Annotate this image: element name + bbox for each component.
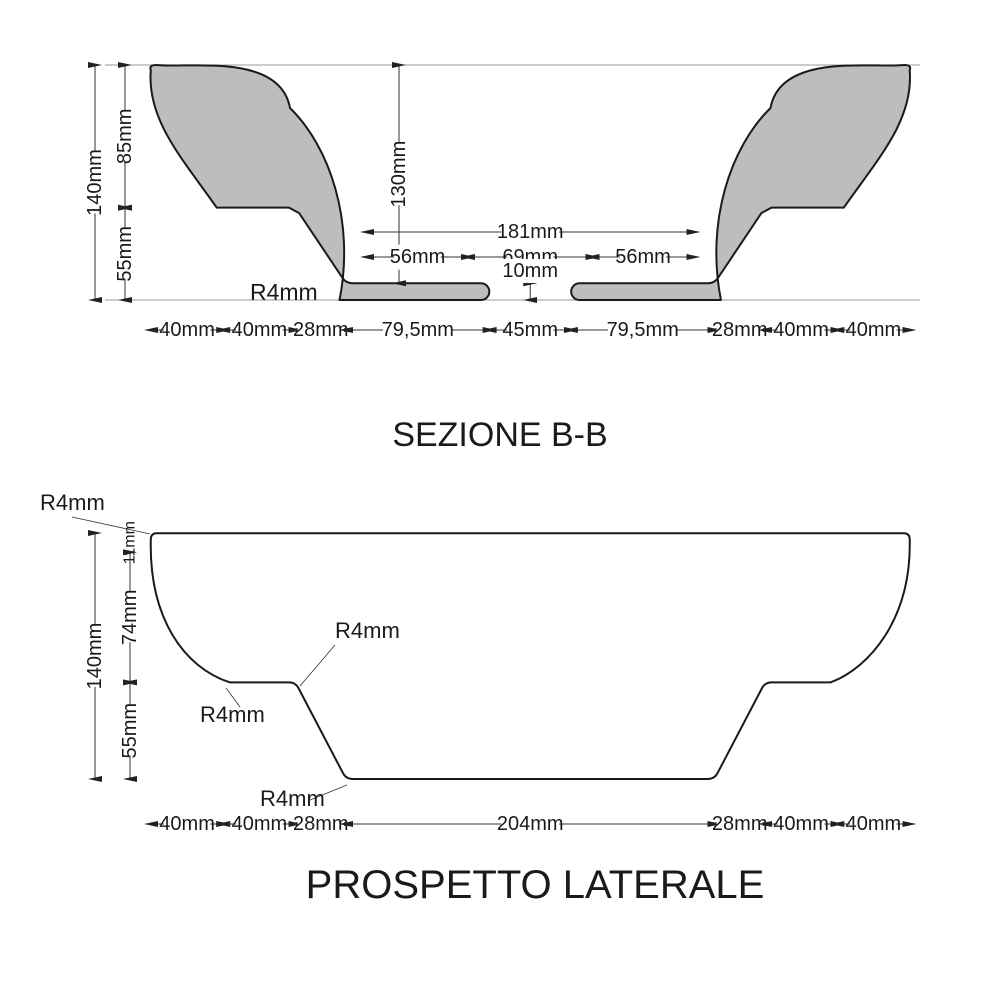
svg-text:85mm: 85mm — [114, 109, 136, 165]
svg-text:28mm: 28mm — [293, 319, 349, 341]
svg-text:40mm: 40mm — [159, 319, 215, 341]
svg-text:204mm: 204mm — [497, 813, 564, 835]
svg-text:56mm: 56mm — [615, 246, 671, 268]
svg-text:79,5mm: 79,5mm — [382, 319, 454, 341]
svg-text:79,5mm: 79,5mm — [607, 319, 679, 341]
svg-text:R4mm: R4mm — [200, 702, 265, 727]
svg-text:R4mm: R4mm — [40, 490, 105, 515]
svg-text:PROSPETTO LATERALE: PROSPETTO LATERALE — [306, 863, 765, 907]
svg-text:74mm: 74mm — [119, 590, 141, 646]
svg-text:40mm: 40mm — [232, 813, 288, 835]
svg-text:SEZIONE B-B: SEZIONE B-B — [392, 416, 607, 454]
svg-text:40mm: 40mm — [846, 813, 902, 835]
svg-text:55mm: 55mm — [114, 226, 136, 282]
svg-text:40mm: 40mm — [773, 813, 829, 835]
svg-text:56mm: 56mm — [390, 246, 446, 268]
svg-text:45mm: 45mm — [502, 319, 558, 341]
svg-text:28mm: 28mm — [293, 813, 349, 835]
svg-text:R4mm: R4mm — [250, 279, 318, 305]
svg-text:40mm: 40mm — [846, 319, 902, 341]
svg-text:40mm: 40mm — [232, 319, 288, 341]
svg-text:28mm: 28mm — [712, 813, 768, 835]
svg-text:140mm: 140mm — [84, 149, 106, 216]
svg-text:40mm: 40mm — [773, 319, 829, 341]
svg-text:181mm: 181mm — [497, 221, 564, 243]
svg-text:10mm: 10mm — [502, 260, 558, 282]
svg-text:28mm: 28mm — [712, 319, 768, 341]
svg-text:40mm: 40mm — [159, 813, 215, 835]
svg-text:R4mm: R4mm — [260, 786, 325, 811]
svg-text:140mm: 140mm — [84, 623, 106, 690]
svg-text:130mm: 130mm — [388, 141, 410, 208]
svg-text:55mm: 55mm — [119, 703, 141, 759]
svg-text:R4mm: R4mm — [335, 618, 400, 643]
